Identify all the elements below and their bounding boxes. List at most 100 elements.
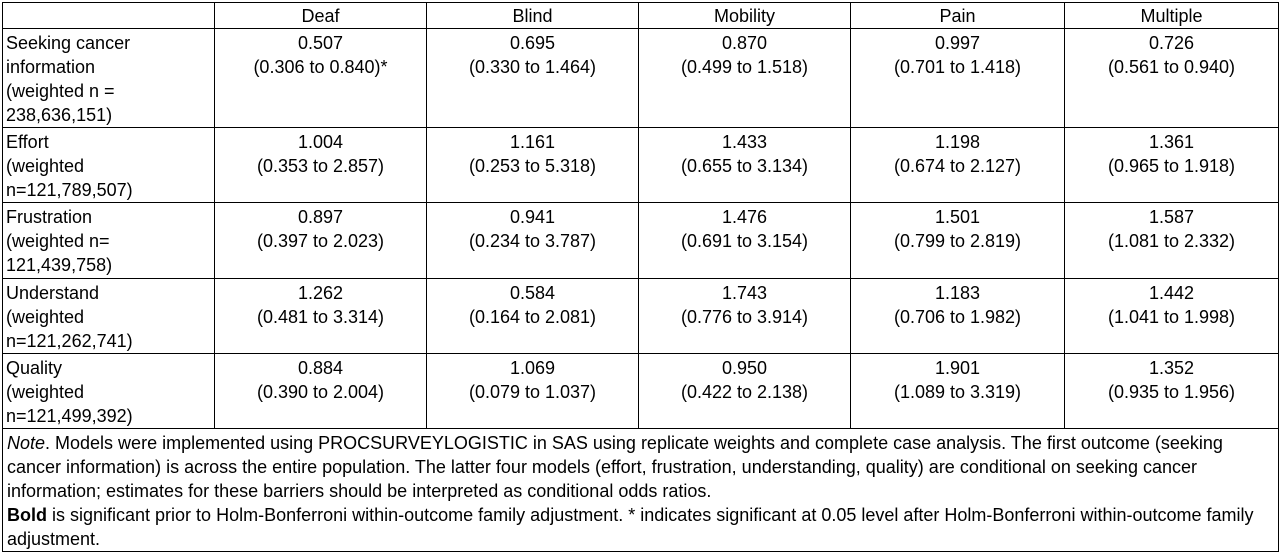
row-label-line: Quality <box>6 358 63 378</box>
odds-ratio: 0.941 <box>509 207 556 227</box>
table-cell: 1.743 (0.776 to 3.914) <box>638 278 851 354</box>
row-label-line: (weighted n = <box>6 81 115 101</box>
row-label-line: Frustration <box>6 207 93 227</box>
odds-ratio: 0.997 <box>934 33 981 53</box>
results-table: Deaf Blind Mobility Pain Multiple Seekin… <box>2 2 1279 552</box>
table-row: Understand (weighted n=121,262,741) 1.26… <box>2 278 1279 354</box>
table-cell: 0.726 (0.561 to 0.940) <box>1064 28 1279 128</box>
odds-ratio: 1.442 <box>1148 283 1195 303</box>
row-label: Understand (weighted n=121,262,741) <box>2 278 215 354</box>
header-row: Deaf Blind Mobility Pain Multiple <box>2 2 1279 29</box>
row-label-line: n=121,499,392) <box>6 406 133 426</box>
table-cell: 0.695 (0.330 to 1.464) <box>426 28 639 128</box>
odds-ratio: 1.433 <box>721 132 768 152</box>
table-row: Frustration (weighted n= 121,439,758) 0.… <box>2 202 1279 279</box>
confidence-interval: (0.965 to 1.918) <box>1107 156 1236 176</box>
table-cell: 0.997 (0.701 to 1.418) <box>850 28 1065 128</box>
odds-ratio: 0.897 <box>297 207 344 227</box>
table-cell: 1.352 (0.935 to 1.956) <box>1064 353 1279 429</box>
row-label-line: 121,439,758) <box>6 255 113 275</box>
table-row: Effort (weighted n=121,789,507) 1.004 (0… <box>2 127 1279 203</box>
confidence-interval: (0.674 to 2.127) <box>893 156 1022 176</box>
table-cell: 0.870 (0.499 to 1.518) <box>638 28 851 128</box>
confidence-interval: (0.561 to 0.940) <box>1107 57 1236 77</box>
confidence-interval: (0.701 to 1.418) <box>893 57 1022 77</box>
confidence-interval: (0.253 to 5.318) <box>468 156 597 176</box>
table-cell: 1.004 (0.353 to 2.857) <box>214 127 427 203</box>
confidence-interval: (1.041 to 1.998) <box>1107 307 1236 327</box>
confidence-interval: (0.397 to 2.023) <box>256 231 385 251</box>
confidence-interval: (1.081 to 2.332) <box>1107 231 1236 251</box>
odds-ratio: 0.584 <box>509 283 556 303</box>
confidence-interval: (0.776 to 3.914) <box>680 307 809 327</box>
table-cell: 1.476 (0.691 to 3.154) <box>638 202 851 279</box>
note-label: Note <box>7 433 46 453</box>
odds-ratio: 0.950 <box>721 358 768 378</box>
row-label: Quality (weighted n=121,499,392) <box>2 353 215 429</box>
confidence-interval: (0.481 to 3.314) <box>256 307 385 327</box>
header-cell-empty <box>2 2 215 29</box>
odds-ratio: 1.901 <box>934 358 981 378</box>
note-row: Note. Models were implemented using PROC… <box>2 428 1279 552</box>
row-label-line: Effort <box>6 132 49 152</box>
table-row: Quality (weighted n=121,499,392) 0.884 (… <box>2 353 1279 429</box>
confidence-interval: (0.799 to 2.819) <box>893 231 1022 251</box>
table-cell: 0.950 (0.422 to 2.138) <box>638 353 851 429</box>
odds-ratio: 1.476 <box>721 207 768 227</box>
odds-ratio: 0.884 <box>297 358 344 378</box>
odds-ratio: 1.743 <box>721 283 768 303</box>
confidence-interval: (0.330 to 1.464) <box>468 57 597 77</box>
odds-ratio: 1.262 <box>297 283 344 303</box>
confidence-interval: (0.306 to 0.840)* <box>253 57 388 77</box>
row-label-line: information <box>6 57 96 77</box>
row-label-line: n=121,262,741) <box>6 331 133 351</box>
odds-ratio: 1.183 <box>934 283 981 303</box>
table-cell: 1.262 (0.481 to 3.314) <box>214 278 427 354</box>
confidence-interval: (0.935 to 1.956) <box>1107 382 1236 402</box>
confidence-interval: (0.390 to 2.004) <box>256 382 385 402</box>
table-cell: 1.501 (0.799 to 2.819) <box>850 202 1065 279</box>
row-label-line: 238,636,151) <box>6 105 113 125</box>
row-label-line: (weighted <box>6 307 85 327</box>
table-cell: 1.361 (0.965 to 1.918) <box>1064 127 1279 203</box>
row-label: Effort (weighted n=121,789,507) <box>2 127 215 203</box>
odds-ratio: 1.501 <box>934 207 981 227</box>
confidence-interval: (0.234 to 3.787) <box>468 231 597 251</box>
table-cell: 1.183 (0.706 to 1.982) <box>850 278 1065 354</box>
odds-ratio: 0.870 <box>721 33 768 53</box>
table-note: Note. Models were implemented using PROC… <box>2 428 1279 552</box>
table-cell: 1.161 (0.253 to 5.318) <box>426 127 639 203</box>
significance-legend-text: is significant prior to Holm-Bonferroni … <box>7 505 1254 549</box>
note-text: . Models were implemented using PROCSURV… <box>7 433 1223 501</box>
table-cell: 0.897 (0.397 to 2.023) <box>214 202 427 279</box>
odds-ratio: 1.361 <box>1148 132 1195 152</box>
header-cell-multiple: Multiple <box>1064 2 1279 29</box>
table-row: Seeking cancer information (weighted n =… <box>2 28 1279 128</box>
confidence-interval: (0.499 to 1.518) <box>680 57 809 77</box>
row-label-line: (weighted n= <box>6 231 110 251</box>
table-body: Seeking cancer information (weighted n =… <box>2 28 1279 552</box>
odds-ratio: 1.352 <box>1148 358 1195 378</box>
odds-ratio: 1.161 <box>509 132 556 152</box>
confidence-interval: (0.691 to 3.154) <box>680 231 809 251</box>
confidence-interval: (0.353 to 2.857) <box>256 156 385 176</box>
table-cell: 0.884 (0.390 to 2.004) <box>214 353 427 429</box>
row-label-line: (weighted <box>6 382 85 402</box>
header-cell-mobility: Mobility <box>638 2 851 29</box>
row-label: Frustration (weighted n= 121,439,758) <box>2 202 215 279</box>
confidence-interval: (0.706 to 1.982) <box>893 307 1022 327</box>
table-cell: 0.507 (0.306 to 0.840)* <box>214 28 427 128</box>
table-cell: 1.433 (0.655 to 3.134) <box>638 127 851 203</box>
header-cell-deaf: Deaf <box>214 2 427 29</box>
odds-ratio: 0.726 <box>1148 33 1195 53</box>
confidence-interval: (0.164 to 2.081) <box>468 307 597 327</box>
table-cell: 1.442 (1.041 to 1.998) <box>1064 278 1279 354</box>
odds-ratio: 1.069 <box>509 358 556 378</box>
odds-ratio: 0.507 <box>297 33 344 53</box>
confidence-interval: (1.089 to 3.319) <box>893 382 1022 402</box>
odds-ratio: 1.198 <box>934 132 981 152</box>
confidence-interval: (0.655 to 3.134) <box>680 156 809 176</box>
odds-ratio: 1.587 <box>1148 207 1195 227</box>
table-cell: 0.941 (0.234 to 3.787) <box>426 202 639 279</box>
